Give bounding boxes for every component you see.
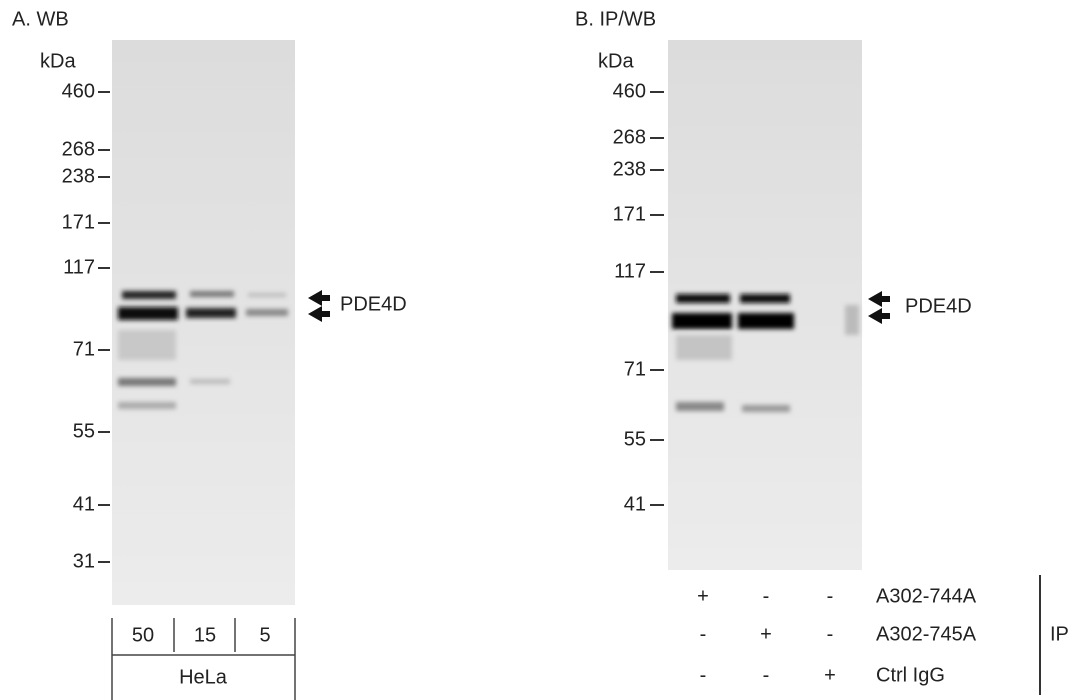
arrows [308,290,890,324]
lane-frame [111,618,296,700]
ip-sign: - [700,664,707,686]
marker-label: 268 [62,138,95,160]
ip-sign: - [827,623,834,645]
marker-label: 171 [62,211,95,233]
ip-sign: + [760,623,772,645]
marker-label: 460 [62,80,95,102]
band-label: PDE4D [340,293,407,315]
ip-sign: - [763,664,770,686]
marker-label: 268 [613,126,646,148]
marker-label: 41 [624,493,646,515]
ip-sign: - [763,585,770,607]
ip-label: Ctrl IgG [876,664,945,686]
marker-label: 117 [63,256,95,278]
ip-group: IP [1050,623,1069,645]
ip-sign: + [824,664,836,686]
marker-label: 71 [73,338,95,360]
panel-title: B. IP/WB [575,8,656,30]
ip-sign: - [827,585,834,607]
bands [118,291,859,412]
ip-label: A302-745A [876,623,977,645]
unit: kDa [598,50,634,72]
marker-label: 117 [614,260,646,282]
blot-b [668,40,862,570]
lane-label: 15 [194,624,216,646]
unit: kDa [40,50,76,72]
band-label: PDE4D [905,295,972,317]
marker-label: 55 [624,428,646,450]
ip-sign: - [700,623,707,645]
lane-label: 50 [132,624,154,646]
marker-label: 55 [73,420,95,442]
marker-label: 31 [73,550,95,572]
marker-label: 460 [613,80,646,102]
panel-title: A. WB [12,8,69,30]
marker-label: 71 [624,358,646,380]
marker-label: 171 [613,203,646,225]
marker-label: 41 [73,493,95,515]
blot-a [112,40,295,605]
marker-label: 238 [62,165,95,187]
ip-label: A302-744A [876,585,977,607]
sample-label: HeLa [179,666,228,688]
ip-sign: + [697,585,709,607]
lane-label: 5 [259,624,270,646]
marker-label: 238 [613,158,646,180]
